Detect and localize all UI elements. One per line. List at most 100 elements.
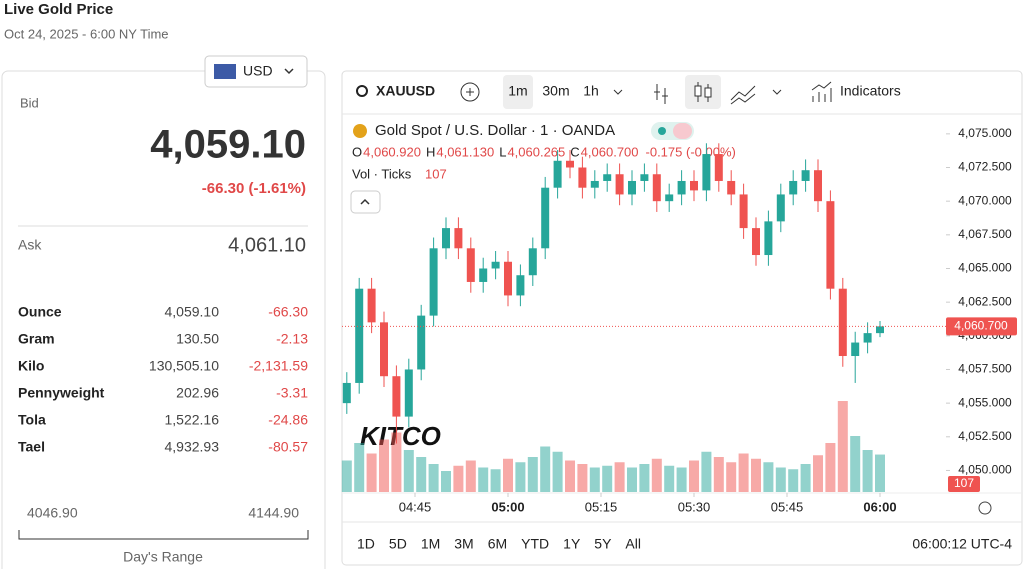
candle-body: [714, 154, 723, 181]
candle-body: [392, 376, 401, 417]
range-button[interactable]: 3M: [454, 536, 473, 552]
ohlc-value: 4,060.920: [363, 144, 421, 159]
candle-body: [615, 174, 624, 195]
volume-bar: [837, 401, 848, 492]
volume-bar: [639, 464, 650, 492]
settings[interactable]: [978, 501, 992, 515]
volume-bar: [565, 460, 575, 492]
range-button[interactable]: YTD: [521, 536, 549, 552]
gold-icon: [353, 124, 367, 138]
compare[interactable]: [460, 82, 480, 102]
interval[interactable]: 30m: [542, 83, 569, 99]
candle-body: [789, 180, 798, 195]
candle-body: [876, 326, 884, 334]
interval[interactable]: 1h: [583, 83, 599, 99]
unit-price: 4,059.10: [165, 304, 220, 320]
candle-body: [404, 369, 413, 417]
unit-name: Gram: [18, 331, 55, 347]
y-tick-label: 4,050.000: [958, 463, 1012, 477]
ask-label: Ask: [18, 237, 42, 253]
range-button[interactable]: 6M: [488, 536, 507, 552]
volume-bar: [354, 443, 365, 492]
bid: 4,059.10: [150, 123, 306, 167]
volume-bar: [366, 453, 377, 492]
volume-bar: [701, 451, 712, 492]
caret[interactable]: [772, 89, 782, 95]
candle-body: [764, 221, 773, 256]
volume-bar: [763, 462, 774, 492]
unit-price: 130,505.10: [149, 358, 219, 374]
volume-bar: [602, 465, 613, 492]
candle-body: [454, 228, 463, 249]
range-button[interactable]: All: [625, 536, 641, 552]
clock: 06:00:12 UTC-4: [912, 536, 1012, 552]
y-tick-label: 4,062.500: [958, 294, 1012, 308]
candle-body: [727, 180, 736, 195]
candle-body: [776, 194, 785, 222]
chart-panel: [341, 70, 1023, 566]
candle-body: [665, 194, 674, 202]
range-button[interactable]: 5Y: [594, 536, 612, 552]
range-bar: [18, 530, 309, 540]
ohlc-key: L: [499, 144, 506, 159]
currency: USD: [243, 63, 273, 79]
candle-body: [516, 275, 525, 296]
volume-bar: [527, 457, 538, 492]
range-label: Day's Range: [123, 549, 203, 565]
flag: [214, 64, 236, 79]
ohlc-value: 4,060.700: [581, 144, 639, 159]
candle-body: [640, 174, 649, 181]
volume-bar: [726, 462, 737, 492]
currency-select[interactable]: [204, 55, 308, 88]
candle-body: [739, 194, 748, 229]
change: -66.30 (-1.61%): [202, 180, 306, 197]
range-button[interactable]: 1D: [357, 536, 375, 552]
ohlc-value: 4,060.265: [507, 144, 565, 159]
volume-bar: [862, 450, 873, 492]
indicators-icon[interactable]: [811, 81, 832, 102]
volume-bar: [788, 469, 799, 492]
line-icon[interactable]: [730, 85, 756, 105]
legend-volume: 107: [425, 166, 447, 181]
candle-active[interactable]: [685, 75, 721, 109]
vol-label: Vol · Ticks: [352, 166, 412, 181]
indicators[interactable]: Indicators: [840, 83, 901, 99]
candle-body: [578, 167, 587, 188]
caret[interactable]: [613, 89, 623, 95]
last-price-box: [946, 317, 1017, 336]
candle-body: [702, 154, 711, 191]
range-button[interactable]: 1Y: [563, 536, 581, 552]
volume-bar: [379, 439, 389, 492]
volume-bar: [800, 464, 811, 492]
unit-name: Tael: [18, 439, 45, 455]
unit-change: -24.86: [268, 412, 308, 428]
ohlc-key: H: [426, 144, 435, 159]
collapse[interactable]: [350, 190, 381, 214]
volume-bar: [552, 451, 563, 492]
collapse-icon: [360, 198, 370, 205]
volume-bar: [664, 465, 675, 492]
bar-icon[interactable]: [654, 84, 668, 104]
candle-body: [690, 180, 698, 191]
symbol[interactable]: XAUUSD: [376, 83, 435, 99]
y-tick-label: 4,070.000: [958, 193, 1012, 207]
volume-bar: [676, 467, 687, 492]
y-tick-label: 4,065.000: [958, 261, 1012, 275]
candle-icon: [704, 87, 712, 98]
range-low: 4046.90: [27, 505, 78, 521]
search-icon[interactable]: [356, 85, 368, 97]
volume-bar: [775, 467, 786, 492]
unit-change: -2.13: [276, 331, 308, 347]
interval[interactable]: 1m: [508, 83, 527, 99]
unit-change: -66.30: [268, 304, 308, 320]
volume-bar: [453, 465, 464, 492]
volume-bar: [751, 458, 761, 492]
price-panel: [1, 70, 326, 569]
ohlc-value: 4,061.130: [436, 144, 494, 159]
candle-body: [863, 333, 872, 343]
range-button[interactable]: 1M: [421, 536, 440, 552]
x-tick-label: 05:15: [585, 499, 618, 514]
ask: 4,061.10: [228, 234, 306, 256]
range-button[interactable]: 5D: [389, 536, 407, 552]
candle-body: [851, 342, 860, 357]
